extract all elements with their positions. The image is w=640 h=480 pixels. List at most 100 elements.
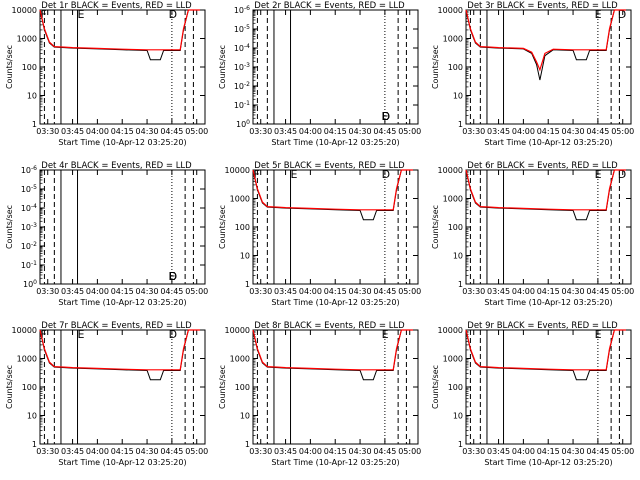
events-series-line: [252, 329, 413, 381]
x-tick-label: 04:30: [562, 127, 585, 136]
y-tick-label: 10000: [225, 326, 250, 335]
x-tick-label: 03:30: [249, 127, 272, 136]
y-tick-label: 10-1: [21, 260, 37, 270]
x-tick-label: 04:00: [86, 127, 109, 136]
y-axis-label: Counts/sec: [5, 45, 14, 89]
y-tick-label: 10-3: [21, 222, 37, 232]
marker-label: D: [169, 8, 177, 21]
x-tick-label: 04:15: [537, 127, 560, 136]
x-tick-label: 03:45: [274, 287, 297, 296]
y-tick-label: 10: [240, 252, 250, 261]
x-tick-label: 04:45: [160, 287, 183, 296]
x-tick-label: 03:30: [36, 127, 59, 136]
y-tick-label: 10-2: [21, 241, 37, 251]
y-tick-label: 1: [458, 120, 463, 129]
events-series-line: [465, 169, 626, 221]
plot-frame: [465, 9, 632, 125]
y-tick-label: 1000: [443, 35, 463, 44]
x-tick-label: 03:45: [487, 287, 510, 296]
x-tick-label: 04:45: [586, 127, 609, 136]
y-axis-label: Counts/sec: [431, 45, 440, 89]
y-tick-label: 1000: [443, 195, 463, 204]
x-tick-label: 03:45: [274, 127, 297, 136]
marker-label: E: [595, 8, 602, 21]
chart-title: Det 5r BLACK = Events, RED = LLD: [254, 161, 405, 171]
x-tick-label: 04:00: [86, 447, 109, 456]
x-tick-label: 05:00: [611, 127, 634, 136]
marker-label: D: [382, 110, 390, 123]
x-tick-label: 04:00: [299, 127, 322, 136]
plot-frame: [39, 9, 206, 125]
x-tick-label: 05:00: [398, 287, 421, 296]
marker-label: D: [382, 110, 390, 123]
x-axis-label: Start Time (10-Apr-12 03:25:20): [484, 458, 612, 467]
y-tick-label: 10-6: [234, 5, 250, 15]
y-tick-label: 10000: [438, 166, 463, 175]
marker-label: F: [41, 328, 47, 341]
lld-series-line: [465, 329, 626, 371]
events-series-line: [465, 329, 626, 381]
chart-title: Det 2r BLACK = Events, RED = LLD: [254, 1, 405, 11]
chart-panel-5: Det 5r BLACK = Events, RED = LLD 1 10 100 10…: [218, 161, 421, 307]
chart-panel-9: Det 9r BLACK = Events, RED = LLD 1 10 100 10…: [431, 321, 634, 467]
marker-label: F: [41, 8, 47, 21]
marker-label: E: [595, 168, 602, 181]
x-tick-label: 04:15: [324, 287, 347, 296]
marker-label: E: [595, 328, 602, 341]
marker-label: D: [169, 270, 177, 283]
chart-title: Det 4r BLACK = Events, RED = LLD: [41, 161, 192, 171]
marker-label: D: [618, 8, 626, 21]
plot-frame: [465, 169, 632, 285]
chart-title: Det 8r BLACK = Events, RED = LLD: [254, 321, 405, 331]
x-tick-label: 04:45: [586, 447, 609, 456]
y-axis-label: Counts/sec: [431, 205, 440, 249]
y-tick-label: 100: [23, 279, 37, 289]
x-tick-label: 03:45: [487, 127, 510, 136]
x-tick-label: 04:00: [512, 127, 535, 136]
chart-panel-8: Det 8r BLACK = Events, RED = LLD 1 10 100 10…: [218, 321, 421, 467]
y-tick-label: 1: [245, 440, 250, 449]
x-tick-label: 04:45: [373, 447, 396, 456]
x-tick-label: 04:45: [586, 287, 609, 296]
y-tick-label: 1: [32, 440, 37, 449]
marker-label: E: [382, 110, 389, 123]
y-tick-label: 10: [453, 92, 463, 101]
y-tick-label: 100: [448, 63, 463, 72]
x-tick-label: 04:45: [373, 127, 396, 136]
y-tick-label: 1000: [17, 35, 37, 44]
chart-title: Det 3r BLACK = Events, RED = LLD: [467, 1, 618, 11]
y-tick-label: 10: [27, 412, 37, 421]
chart-panel-4: Det 4r BLACK = Events, RED = LLD 100 10-1 1…: [5, 161, 208, 307]
x-axis-label: Start Time (10-Apr-12 03:25:20): [271, 458, 399, 467]
x-tick-label: 04:15: [111, 127, 134, 136]
chart-title: Det 7r BLACK = Events, RED = LLD: [41, 321, 192, 331]
x-tick-label: 04:30: [562, 447, 585, 456]
x-tick-label: 04:30: [136, 447, 159, 456]
plot-frame: [39, 169, 206, 285]
y-tick-label: 10: [453, 412, 463, 421]
y-tick-label: 10000: [12, 6, 37, 15]
y-tick-label: 1: [245, 280, 250, 289]
y-tick-label: 100: [448, 223, 463, 232]
x-tick-label: 03:30: [249, 287, 272, 296]
x-tick-label: 03:30: [462, 127, 485, 136]
x-tick-label: 05:00: [611, 287, 634, 296]
x-tick-label: 04:00: [299, 287, 322, 296]
x-tick-label: 04:30: [136, 287, 159, 296]
x-tick-label: 04:45: [373, 287, 396, 296]
plot-frame: [252, 329, 419, 445]
x-tick-label: 04:15: [324, 127, 347, 136]
x-tick-label: 05:00: [611, 447, 634, 456]
y-tick-label: 10000: [438, 6, 463, 15]
y-axis-label: Counts/sec: [5, 365, 14, 409]
marker-label: E: [382, 328, 389, 341]
x-axis-label: Start Time (10-Apr-12 03:25:20): [271, 138, 399, 147]
y-tick-label: 10000: [12, 326, 37, 335]
y-axis-label: Counts/sec: [431, 365, 440, 409]
marker-label: D: [169, 270, 177, 283]
x-tick-label: 04:15: [111, 447, 134, 456]
x-axis-label: Start Time (10-Apr-12 03:25:20): [484, 298, 612, 307]
chart-panel-7: Det 7r BLACK = Events, RED = LLD 1 10 100 10…: [5, 321, 208, 467]
marker-label: E: [169, 270, 176, 283]
y-tick-label: 1: [458, 280, 463, 289]
